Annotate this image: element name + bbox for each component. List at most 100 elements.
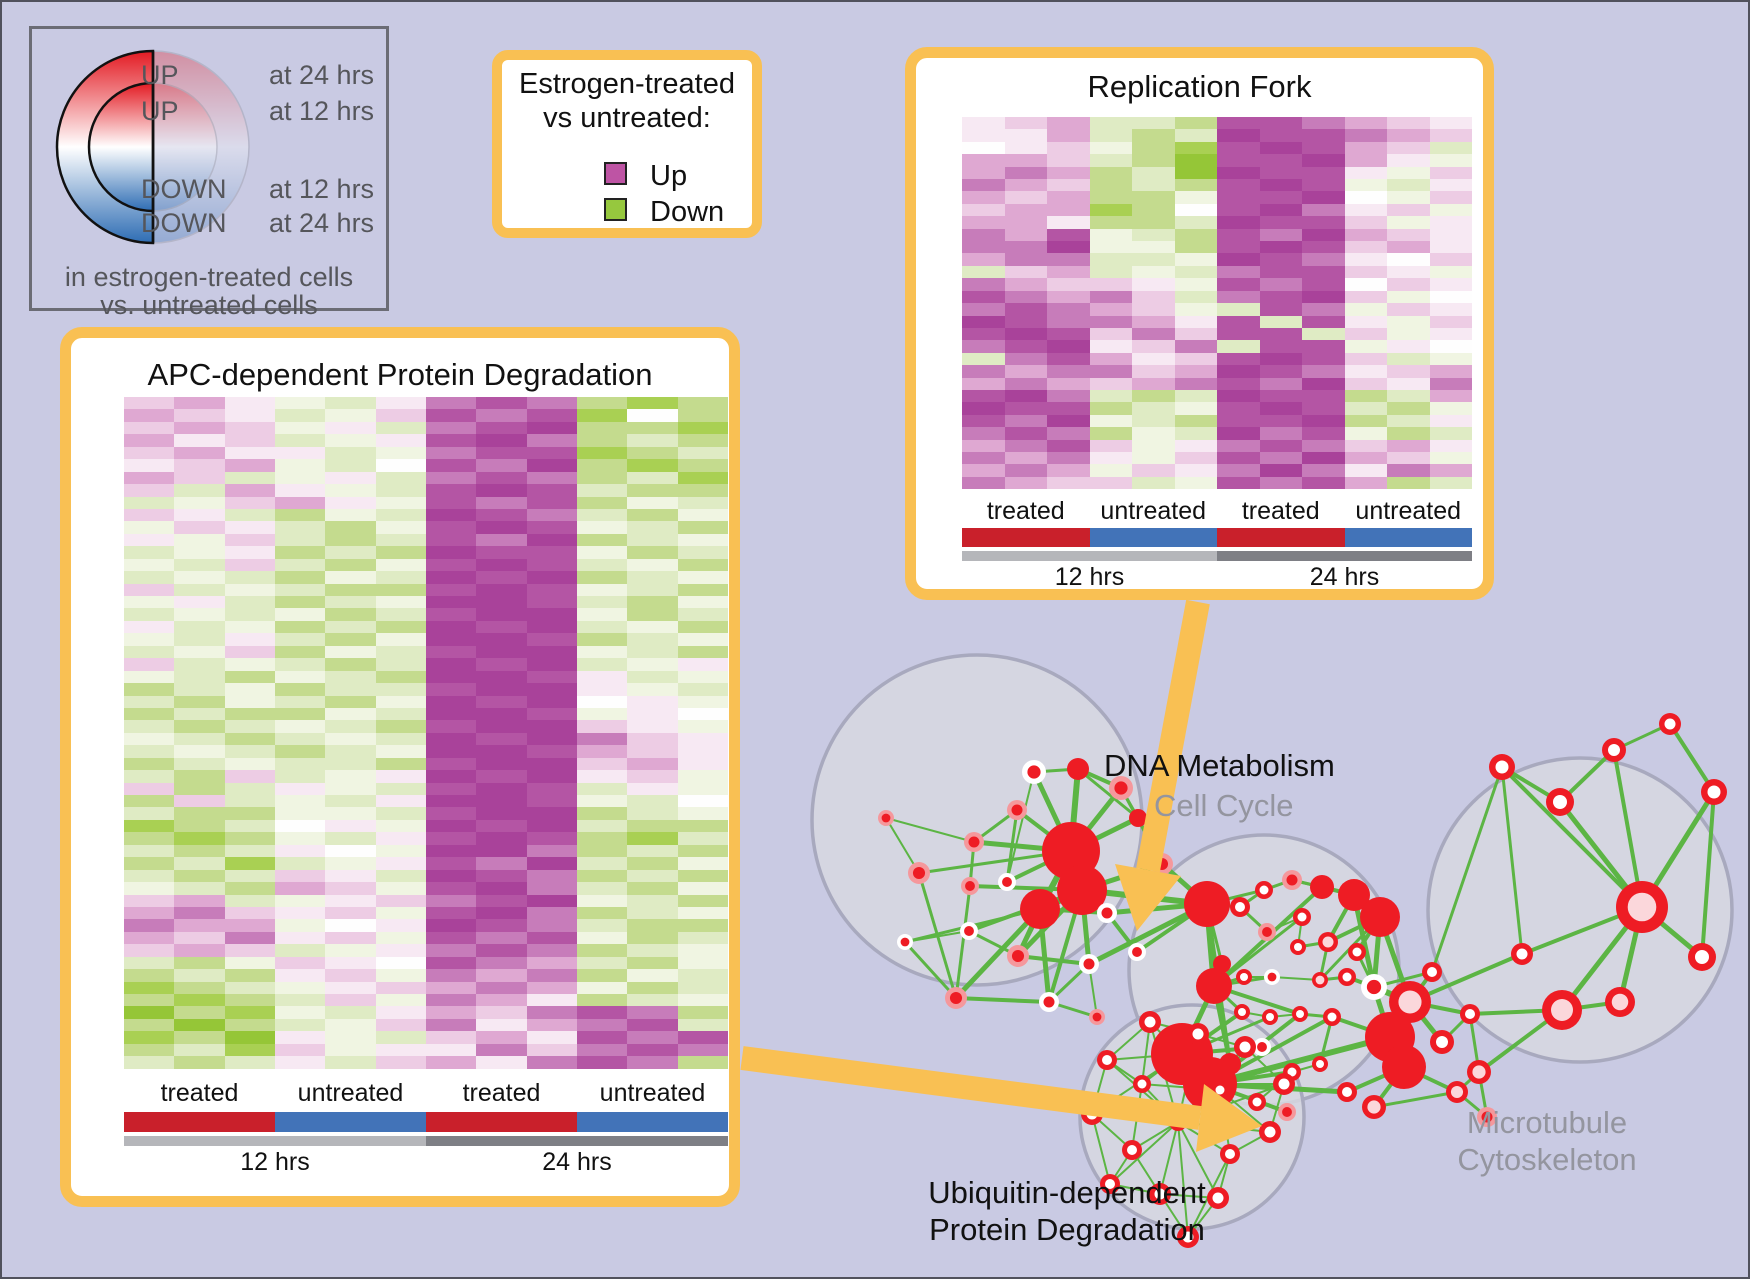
heatmap-cell xyxy=(576,484,628,497)
network-edge xyxy=(1386,1033,1408,1071)
heatmap-cell xyxy=(1429,377,1472,390)
heatmap-cell xyxy=(224,471,275,485)
network-edge xyxy=(1208,1070,1294,1086)
heatmap-row xyxy=(124,994,728,1007)
heatmap-cell xyxy=(627,757,678,771)
group-label: untreated xyxy=(599,1079,706,1107)
heatmap-cell xyxy=(274,1031,326,1044)
heatmap-cell xyxy=(124,782,175,795)
heatmap-cell xyxy=(677,1006,728,1019)
network-node-core xyxy=(1282,1107,1292,1117)
heatmap-cell xyxy=(1132,303,1175,316)
heatmap-cell xyxy=(274,931,326,945)
network-edge xyxy=(1296,940,1330,949)
heatmap-cell xyxy=(1429,352,1472,366)
heatmap-cell xyxy=(1047,241,1090,254)
heatmap-cell xyxy=(1344,303,1387,316)
heatmap-cell xyxy=(1089,451,1132,465)
heatmap-cell xyxy=(576,683,628,696)
heatmap-cell xyxy=(224,434,275,447)
heatmap-cell xyxy=(425,944,477,957)
network-node xyxy=(964,832,984,852)
network-edge xyxy=(1255,1100,1289,1114)
heatmap-cell xyxy=(174,919,225,932)
heatmap-cell xyxy=(325,707,376,721)
heatmap-cell xyxy=(627,981,678,994)
heatmap-row xyxy=(962,464,1472,477)
heatmap-cell xyxy=(526,832,577,845)
network-node xyxy=(1258,923,1276,941)
network-node xyxy=(1616,881,1668,933)
heatmap-cell xyxy=(274,446,326,460)
wedge-time: at 24 hrs xyxy=(269,60,375,90)
heatmap-cell xyxy=(677,471,728,485)
heatmap-cell xyxy=(576,782,628,795)
heatmap-cell xyxy=(1387,253,1430,266)
heatmap-cell xyxy=(1132,315,1175,328)
heatmap-cell xyxy=(627,1018,678,1032)
heatmap-cell xyxy=(526,720,577,733)
heatmap-cell xyxy=(174,770,225,783)
heatmap-cell xyxy=(526,732,577,746)
heatmap-cell xyxy=(962,253,1005,266)
heatmap-cell xyxy=(274,732,326,746)
network-edge xyxy=(1212,915,1304,988)
heatmap-cell xyxy=(425,521,477,534)
heatmap-row xyxy=(124,446,728,460)
heatmap-cell xyxy=(1132,228,1175,242)
heatmap-cell xyxy=(425,596,477,609)
heatmap-cell xyxy=(1429,166,1472,180)
network-edge xyxy=(1318,1015,1334,1066)
heatmap-cell xyxy=(1259,203,1302,217)
heatmap-cell xyxy=(224,994,275,1007)
heatmap-cell xyxy=(627,459,678,472)
heatmap-cell xyxy=(526,819,577,833)
network-edge xyxy=(1345,1065,1406,1094)
heatmap-cell xyxy=(375,869,426,883)
heatmap-cell xyxy=(1089,117,1132,130)
heatmap-cell xyxy=(1089,179,1132,192)
heatmap-cell xyxy=(1217,117,1260,130)
network-edge xyxy=(1617,904,1645,1005)
heatmap-cell xyxy=(1429,402,1472,415)
heatmap-cell xyxy=(174,969,225,982)
heatmap-row xyxy=(124,919,728,932)
heatmap-cell xyxy=(174,981,225,994)
heatmap-cell xyxy=(1259,476,1302,490)
heatmap-cell xyxy=(1174,365,1217,378)
heatmap-row xyxy=(962,253,1472,266)
replication-fork-heatmap xyxy=(962,117,1472,490)
heatmap-cell xyxy=(627,857,678,870)
heatmap-cell xyxy=(124,882,175,895)
network-edge xyxy=(968,840,976,888)
heatmap-cell xyxy=(124,956,175,970)
heatmap-row xyxy=(124,596,728,609)
heatmap-cell xyxy=(325,409,376,422)
heatmap-row xyxy=(124,782,728,795)
heatmap-cell xyxy=(425,832,477,845)
heatmap-cell xyxy=(124,521,175,534)
heatmap-cell xyxy=(274,857,326,870)
network-edge xyxy=(1068,815,1141,854)
heatmap-cell xyxy=(1047,253,1090,266)
network-edge xyxy=(1345,975,1376,989)
heatmap-cell xyxy=(174,819,225,833)
heatmap-cell xyxy=(1387,377,1430,390)
heatmap-cell xyxy=(1047,451,1090,465)
heatmap-row xyxy=(962,241,1472,254)
network-node-core xyxy=(1235,902,1245,912)
network-edge xyxy=(1204,901,1217,989)
heatmap-cell xyxy=(1429,414,1472,428)
heatmap-cell xyxy=(627,683,678,696)
heatmap-cell xyxy=(627,931,678,945)
network-node-core xyxy=(900,937,910,947)
heatmap-cell xyxy=(1259,141,1302,155)
heatmap-cell xyxy=(375,844,426,858)
heatmap-cell xyxy=(1217,352,1260,366)
heatmap-cell xyxy=(274,906,326,920)
heatmap-cell xyxy=(526,994,577,1007)
heatmap-cell xyxy=(1174,166,1217,180)
heatmap-cell xyxy=(576,521,628,534)
heatmap-cell xyxy=(124,670,175,684)
heatmap-cell xyxy=(1259,439,1302,452)
